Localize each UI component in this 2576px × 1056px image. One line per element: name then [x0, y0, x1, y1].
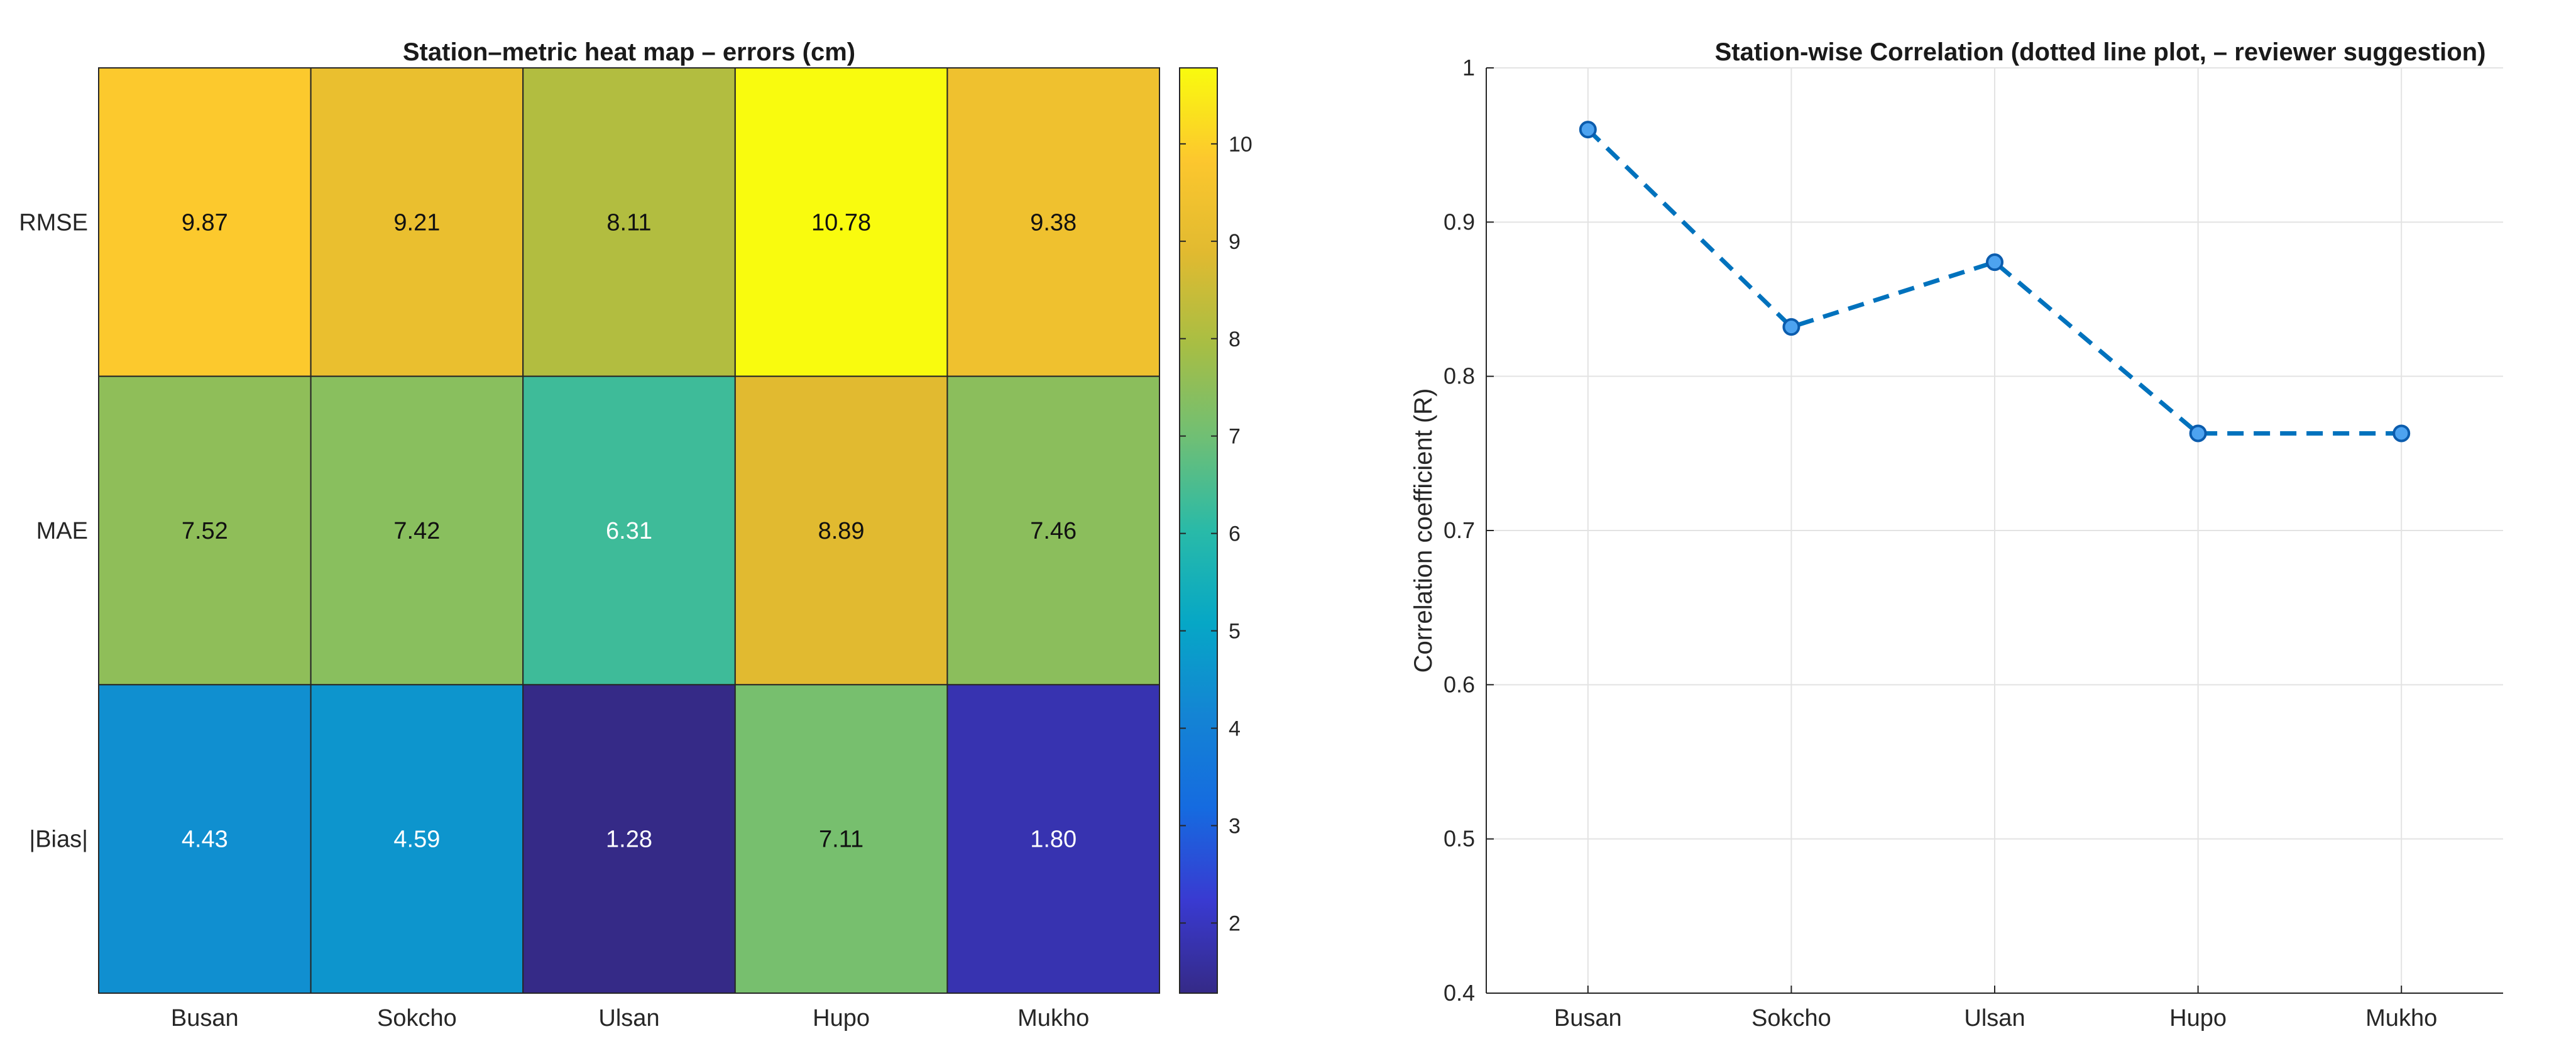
- correlation-series-points: [1579, 121, 2411, 443]
- heatmap-cell: [98, 67, 312, 377]
- heatmap-value-label: 4.43: [182, 827, 228, 853]
- y-tick-label: 0.6: [1444, 671, 1475, 697]
- heatmap-value-label: 4.59: [393, 827, 440, 853]
- colorbar-tick-label: 6: [1229, 522, 1241, 546]
- heatmap-value-label: 9.21: [393, 209, 440, 236]
- heatmap-cell: [946, 67, 1161, 377]
- y-tick-label: 0.7: [1444, 517, 1475, 543]
- heatmap-value-label: 1.28: [606, 827, 652, 853]
- x-tick-label: Ulsan: [1964, 1005, 2025, 1031]
- heatmap-cells: [98, 67, 1161, 994]
- heatmap-y-tick-label: |Bias|: [29, 827, 88, 853]
- heatmap-frame: [98, 67, 1160, 994]
- heatmap-x-tick-labels: Busan Sokcho Ulsan Hupo Mukho: [171, 1005, 1089, 1031]
- correlation-point: [1782, 318, 1800, 336]
- correlation-point: [2392, 424, 2411, 443]
- heatmap-value-labels: 9.87 9.21 8.11 10.78 9.38 7.52 7.42 6.31 8.89 7.4…: [182, 209, 1077, 852]
- heatmap-value-label: 6.31: [606, 518, 652, 544]
- heatmap-cell: [946, 684, 1161, 994]
- y-tick-label: 0.5: [1444, 826, 1475, 852]
- x-tick-label: Busan: [1554, 1005, 1622, 1031]
- heatmap-value-label: 7.46: [1030, 518, 1077, 544]
- heatmap-y-tick-labels: RMSE MAE |Bias|: [19, 209, 88, 852]
- heatmap-x-tick-label: Ulsan: [598, 1005, 659, 1031]
- heatmap-value-label: 7.52: [182, 518, 228, 544]
- heatmap-cell: [310, 684, 524, 994]
- y-tick-label: 0.4: [1444, 980, 1475, 1006]
- colorbar-tick-label: 3: [1229, 814, 1241, 838]
- heatmap-cell: [310, 67, 524, 377]
- colorbar-tick-label: 8: [1229, 327, 1241, 351]
- y-tick-label: 0.8: [1444, 363, 1475, 389]
- heatmap-title: Station–metric heat map – errors (cm): [403, 38, 855, 66]
- heatmap-y-tick-label: MAE: [36, 518, 88, 544]
- heatmap-value-label: 8.89: [818, 518, 865, 544]
- x-tick-label: Sokcho: [1751, 1005, 1831, 1031]
- correlation-x-tick-labels: Busan Sokcho Ulsan Hupo Mukho: [1554, 986, 2437, 1031]
- heatmap-value-label: 7.42: [393, 518, 440, 544]
- y-tick-label: 0.9: [1444, 209, 1475, 234]
- x-tick-label: Mukho: [2365, 1005, 2437, 1031]
- heatmap-value-label: 8.11: [606, 209, 651, 236]
- heatmap-x-tick-label: Sokcho: [377, 1005, 457, 1031]
- colorbar-tick-label: 5: [1229, 620, 1241, 644]
- heatmap-x-tick-label: Busan: [171, 1005, 239, 1031]
- heatmap-cell: [522, 375, 736, 686]
- heatmap-cell: [734, 684, 948, 994]
- correlation-title: Station-wise Correlation (dotted line pl…: [1715, 38, 2486, 66]
- colorbar-tick-label: 10: [1229, 133, 1252, 157]
- heatmap-cell: [98, 375, 312, 686]
- heatmap-panel: Station–metric heat map – errors (cm) 9.…: [19, 38, 1161, 1031]
- heatmap-cell: [946, 375, 1161, 686]
- heatmap-value-label: 1.80: [1030, 827, 1077, 853]
- colorbar-tick-label: 7: [1229, 425, 1241, 449]
- heatmap-x-tick-label: Hupo: [813, 1005, 870, 1031]
- correlation-y-axis-label: Correlation coefficient (R): [1410, 388, 1437, 673]
- colorbar: 2 3 4 5 6 7 8 9 10: [1179, 67, 1252, 994]
- correlation-point: [1579, 121, 1597, 139]
- correlation-panel: Station-wise Correlation (dotted line pl…: [1410, 38, 2503, 1031]
- y-tick-label: 1: [1462, 55, 1475, 80]
- colorbar-ticks: 2 3 4 5 6 7 8 9 10: [1180, 133, 1252, 935]
- heatmap-value-label: 10.78: [811, 209, 871, 236]
- correlation-y-tick-labels: 0.4 0.5 0.6 0.7 0.8 0.9 1: [1444, 55, 1494, 1006]
- heatmap-value-label: 9.38: [1030, 209, 1077, 236]
- colorbar-tick-label: 2: [1229, 911, 1241, 935]
- heatmap-value-label: 9.87: [182, 209, 228, 236]
- correlation-grid: [1486, 67, 2503, 994]
- correlation-series-line: [1586, 128, 2402, 436]
- heatmap-x-tick-label: Mukho: [1017, 1005, 1089, 1031]
- heatmap-cell: [522, 684, 736, 994]
- colorbar-tick-label: 9: [1229, 230, 1241, 254]
- correlation-point: [1986, 253, 2003, 272]
- correlation-point: [2189, 424, 2207, 443]
- heatmap-cell: [734, 67, 948, 377]
- colorbar-gradient: [1179, 67, 1218, 994]
- colorbar-tick-label: 4: [1229, 717, 1241, 741]
- heatmap-value-label: 7.11: [819, 827, 863, 853]
- heatmap-y-tick-label: RMSE: [19, 209, 88, 236]
- x-tick-label: Hupo: [2169, 1005, 2227, 1031]
- heatmap-cell: [310, 375, 524, 686]
